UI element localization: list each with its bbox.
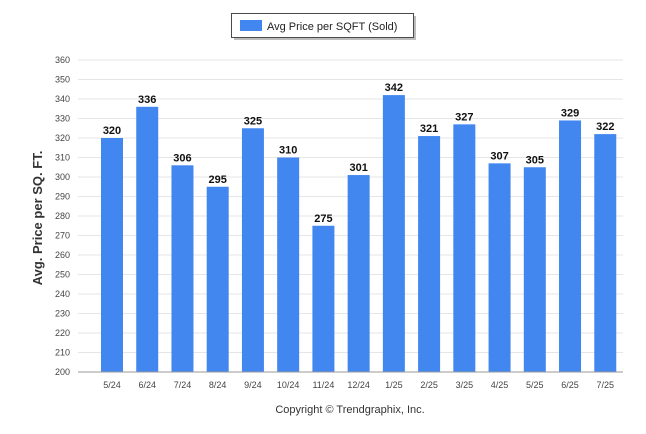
data-label: 325 [244, 115, 262, 127]
bar [312, 225, 335, 372]
x-tick-label: 1/25 [385, 380, 403, 390]
x-tick-label: 12/24 [347, 380, 370, 390]
data-label: 306 [173, 152, 191, 164]
bar [418, 136, 441, 372]
bar [241, 128, 264, 372]
x-tick-label: 6/25 [561, 380, 579, 390]
x-tick-label: 6/24 [138, 380, 156, 390]
data-label: 327 [455, 111, 473, 123]
legend-label: Avg Price per SQFT (Sold) [267, 21, 397, 33]
y-tick-label: 280 [55, 211, 70, 221]
data-label: 329 [561, 107, 579, 119]
x-tick-label: 8/24 [209, 380, 227, 390]
data-label: 305 [526, 154, 544, 166]
y-tick-label: 250 [55, 270, 70, 280]
x-tick-label: 5/24 [103, 380, 121, 390]
x-tick-label: 4/25 [491, 380, 509, 390]
x-tick-label: 5/25 [526, 380, 544, 390]
bar [171, 165, 194, 372]
y-tick-label: 360 [55, 55, 70, 65]
bar [559, 120, 582, 372]
bars [101, 95, 617, 373]
legend[interactable]: Avg Price per SQFT (Sold) [231, 13, 417, 41]
y-tick-label: 240 [55, 289, 70, 299]
bar [136, 106, 159, 373]
x-tick-label: 3/25 [456, 380, 474, 390]
data-label: 342 [385, 82, 403, 94]
y-axis-title: Avg. Price per SQ. FT. [30, 151, 45, 286]
y-tick-label: 210 [55, 348, 70, 358]
data-label: 301 [349, 162, 367, 174]
y-tick-label: 290 [55, 192, 70, 202]
copyright-credit: Copyright © Trendgraphix, Inc. [275, 404, 424, 416]
y-tick-label: 300 [55, 172, 70, 182]
data-label: 336 [138, 94, 156, 106]
x-axis-ticks: 5/24 6/24 7/24 8/24 9/24 10/24 11/24 12/24 1/25 2… [103, 380, 614, 390]
y-tick-label: 270 [55, 231, 70, 241]
x-tick-label: 2/25 [420, 380, 438, 390]
bar [594, 134, 617, 372]
bar [277, 157, 300, 372]
data-label: 295 [209, 174, 227, 186]
y-tick-label: 230 [55, 309, 70, 319]
bar [382, 95, 405, 372]
data-label: 322 [596, 121, 614, 133]
y-tick-label: 200 [55, 367, 70, 377]
bar [206, 186, 229, 372]
y-tick-label: 340 [55, 94, 70, 104]
x-tick-label: 11/24 [312, 380, 334, 390]
x-tick-label: 9/24 [244, 380, 262, 390]
y-tick-label: 260 [55, 250, 70, 260]
x-tick-label: 7/25 [597, 380, 615, 390]
data-label: 310 [279, 145, 297, 157]
bar [347, 175, 370, 372]
y-tick-label: 310 [55, 153, 70, 163]
y-tick-label: 330 [55, 114, 70, 124]
bar [523, 167, 546, 372]
data-labels: 320 336 306 295 325 310 275 301 342 321 327 307 305 3… [103, 82, 615, 225]
data-label: 321 [420, 123, 438, 135]
y-axis-ticks: 200 210 220 230 240 250 260 270 280 290 300 310 320 3… [55, 55, 70, 377]
x-tick-label: 10/24 [277, 380, 300, 390]
data-label: 320 [103, 125, 121, 137]
bar [453, 124, 476, 372]
y-tick-label: 350 [55, 75, 70, 85]
legend-swatch [240, 20, 262, 31]
data-label: 307 [490, 150, 508, 162]
y-tick-label: 220 [55, 328, 70, 338]
bar [488, 163, 511, 372]
bar [101, 138, 123, 372]
y-tick-label: 320 [55, 133, 70, 143]
data-label: 275 [314, 213, 332, 225]
x-tick-label: 7/24 [174, 380, 192, 390]
